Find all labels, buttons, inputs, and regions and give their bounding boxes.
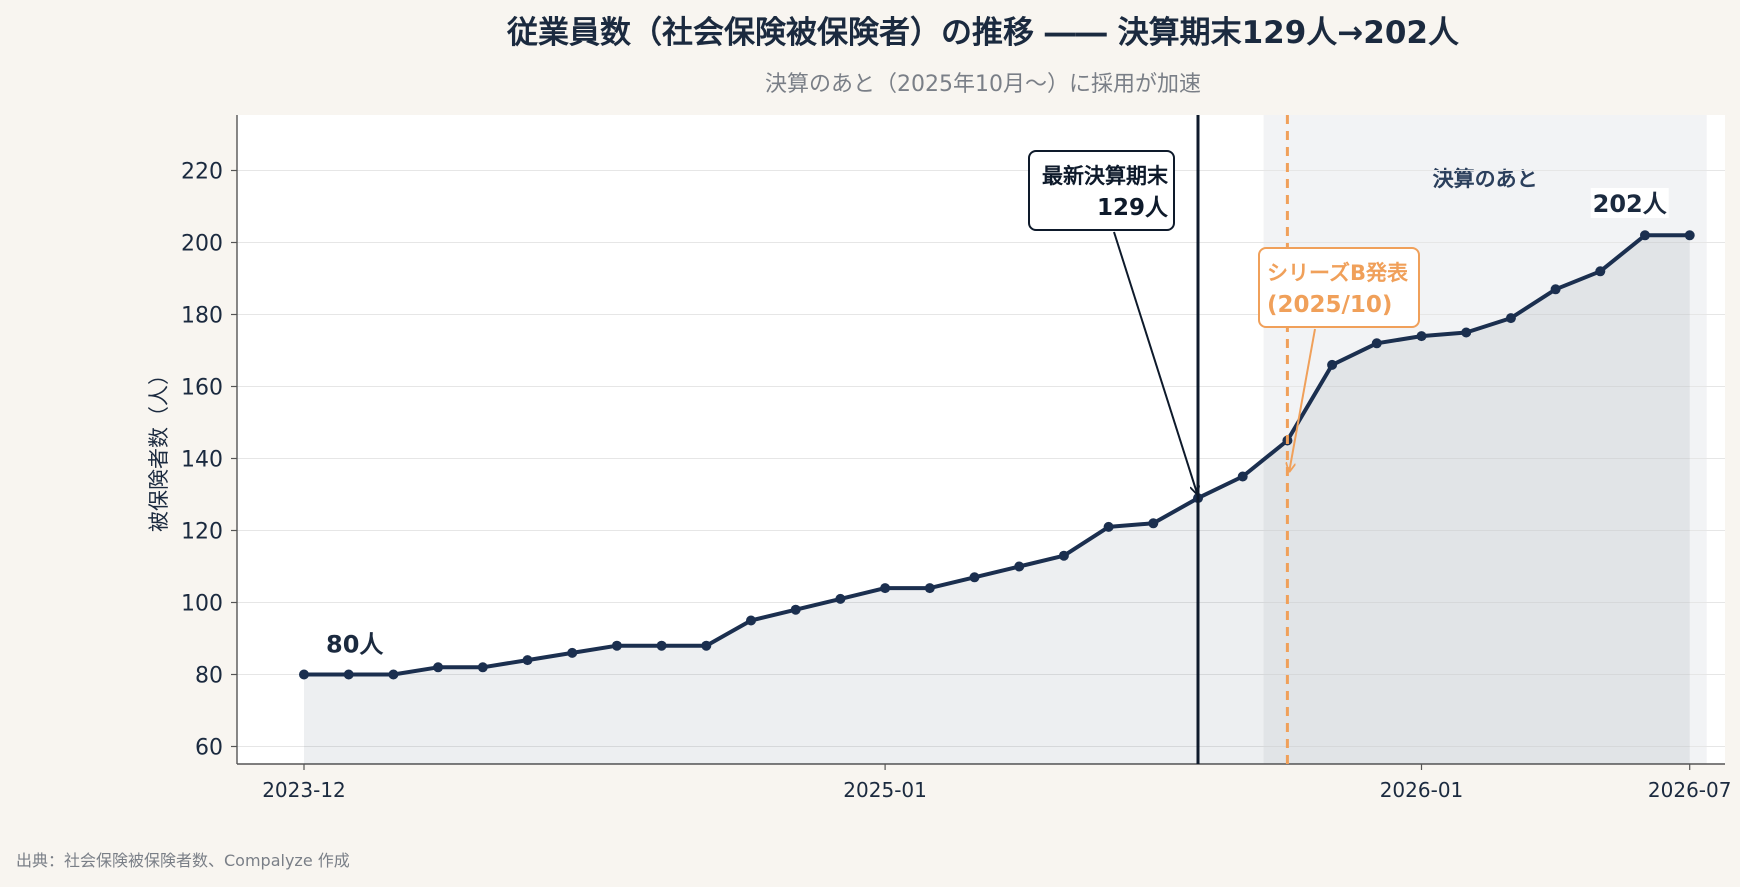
data-point <box>1148 518 1159 529</box>
chart-subtitle: 決算のあと（2025年10月〜）に採用が加速 <box>765 72 1201 97</box>
x-tick-label: 2025-01 <box>843 778 927 802</box>
data-point <box>477 662 488 673</box>
end-value-label: 202人 <box>1593 190 1667 218</box>
series-b-annotation-title: シリーズB発表 <box>1267 261 1409 285</box>
x-tick-label: 2026-07 <box>1648 778 1732 802</box>
data-point <box>1595 266 1606 277</box>
y-tick-label: 80 <box>195 664 223 689</box>
data-point <box>611 640 622 651</box>
data-point <box>880 583 891 594</box>
data-point <box>790 604 801 615</box>
data-point <box>701 640 712 651</box>
y-tick-label: 160 <box>181 376 223 401</box>
y-tick-label: 140 <box>181 448 223 473</box>
data-point <box>746 615 756 626</box>
start-value-label: 80人 <box>326 631 383 659</box>
shaded-region <box>1263 115 1707 764</box>
y-tick-label: 200 <box>181 232 223 257</box>
y-tick-label: 60 <box>195 736 223 761</box>
chart-title: 従業員数（社会保険被保険者）の推移 ―― 決算期末129人→202人 <box>506 15 1459 51</box>
fiscal-end-arrow <box>1113 231 1197 493</box>
data-point <box>299 669 309 680</box>
data-point <box>656 640 667 651</box>
data-point <box>1371 338 1382 349</box>
y-axis-label: 被保険者数（人） <box>147 364 171 532</box>
series-area <box>304 235 1690 765</box>
series-b-annotation-date: (2025/10) <box>1267 292 1392 318</box>
data-point <box>835 593 846 604</box>
series-b-arrow <box>1289 328 1316 471</box>
y-tick-label: 100 <box>181 592 223 617</box>
data-point <box>567 647 578 658</box>
source-note: 出典：社会保険被保険者数、Compalyze 作成 <box>16 851 350 870</box>
data-point <box>522 655 533 666</box>
y-tick-label: 120 <box>181 520 223 545</box>
fiscal-end-annotation-title: 最新決算期末 <box>1042 164 1169 188</box>
data-point <box>1327 359 1338 370</box>
y-tick-label: 220 <box>181 160 223 185</box>
fiscal-end-annotation-value: 129人 <box>1097 195 1169 221</box>
data-point <box>1684 230 1695 241</box>
data-point <box>1461 327 1472 338</box>
data-point <box>1550 284 1561 295</box>
fiscal-end-annotation-box <box>1028 150 1175 231</box>
data-point <box>1014 561 1025 572</box>
end-value-label-bg <box>1590 188 1669 218</box>
data-point <box>388 669 399 680</box>
data-point <box>1505 313 1516 324</box>
x-tick-label: 2023-12 <box>262 778 346 802</box>
series-b-annotation-box <box>1258 247 1420 328</box>
data-point <box>969 572 980 583</box>
data-point <box>1103 521 1114 532</box>
y-tick-label: 180 <box>181 304 223 329</box>
data-point <box>1416 331 1427 342</box>
data-point <box>1640 230 1650 241</box>
x-tick-label: 2026-01 <box>1380 778 1464 802</box>
data-point <box>924 583 935 594</box>
data-point <box>433 662 444 673</box>
data-point <box>1237 471 1248 482</box>
data-point <box>1058 550 1069 561</box>
series-line <box>304 233 1690 677</box>
data-point <box>343 669 354 680</box>
